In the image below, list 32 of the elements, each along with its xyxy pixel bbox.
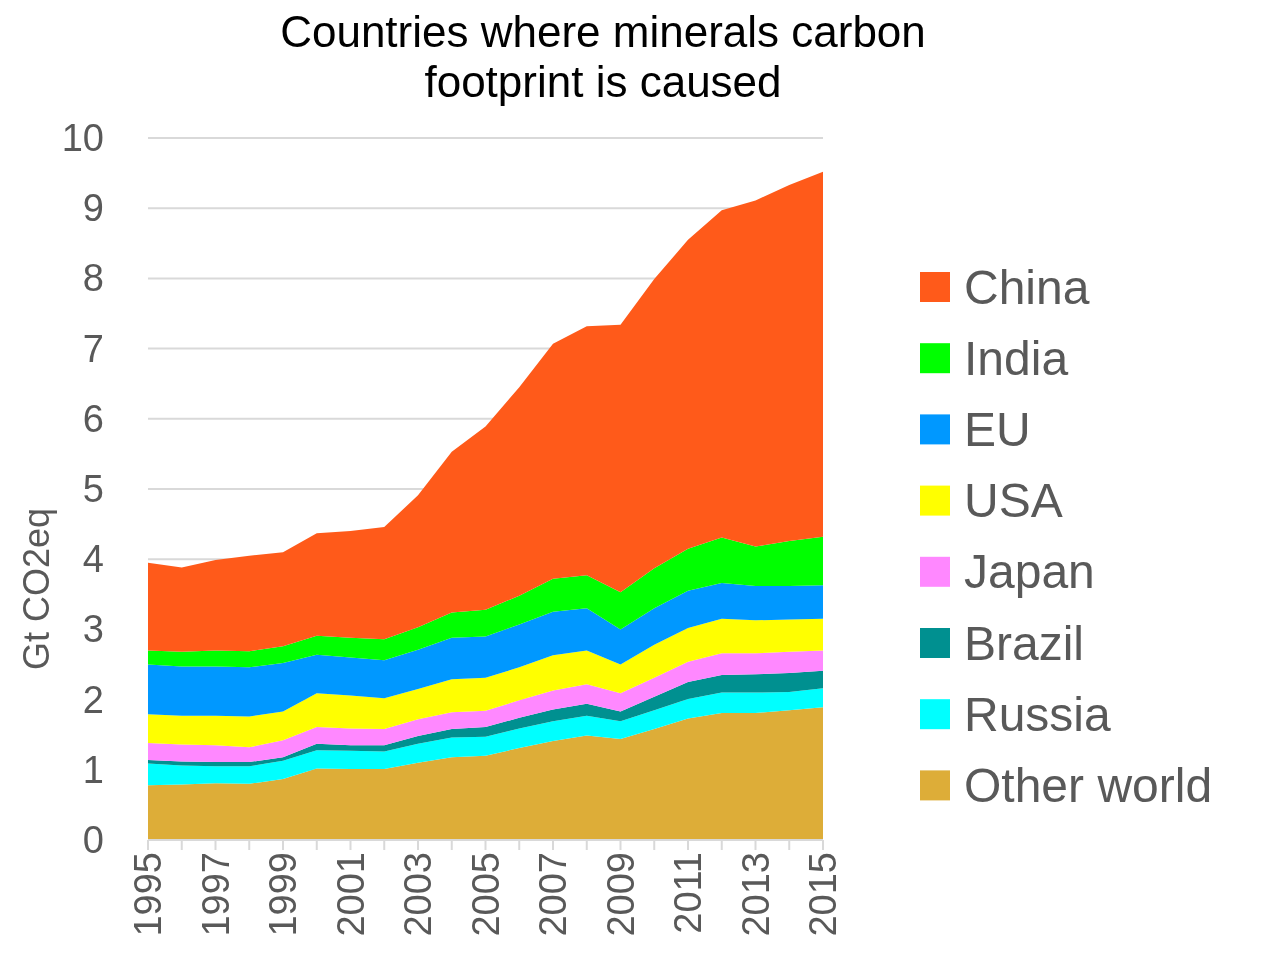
legend-label: India bbox=[964, 331, 1069, 385]
y-axis-title: Gt CO2eq bbox=[15, 507, 57, 671]
chart-title: Countries where minerals carbon footprint is caused bbox=[280, 7, 926, 106]
legend-label: Russia bbox=[964, 687, 1112, 741]
x-tick-label: 2005 bbox=[464, 852, 507, 937]
y-tick-label: 2 bbox=[82, 678, 104, 721]
x-tick-label: 2011 bbox=[667, 852, 709, 934]
x-tick-label: 2015 bbox=[802, 852, 844, 937]
y-tick-label: 6 bbox=[82, 397, 104, 440]
y-tick-label: 4 bbox=[82, 538, 104, 581]
legend-label: Japan bbox=[964, 545, 1095, 599]
y-tick-label: 5 bbox=[82, 468, 104, 510]
x-tick-label: 2013 bbox=[734, 852, 777, 937]
y-tick-label: 8 bbox=[82, 257, 104, 300]
x-tick-label: 1995 bbox=[127, 852, 169, 937]
legend-label: China bbox=[964, 260, 1090, 314]
legend-label: Other world bbox=[964, 758, 1213, 812]
x-tick-label: 2003 bbox=[397, 852, 439, 937]
legend-label: EU bbox=[964, 402, 1031, 456]
x-tick-label: 1999 bbox=[262, 852, 304, 937]
legend-label: USA bbox=[964, 474, 1063, 528]
y-tick-label: 1 bbox=[82, 748, 104, 791]
y-tick-label: 9 bbox=[82, 187, 104, 230]
legend-label: Brazil bbox=[964, 616, 1085, 670]
y-tick-label: 3 bbox=[82, 608, 104, 651]
x-tick-label: 2009 bbox=[599, 852, 642, 937]
x-tick-label: 1997 bbox=[194, 852, 237, 937]
x-tick-label: 2001 bbox=[329, 852, 372, 937]
y-tick-label: 0 bbox=[82, 819, 104, 861]
y-tick-label: 10 bbox=[61, 117, 104, 159]
y-tick-label: 7 bbox=[82, 327, 104, 370]
x-tick-label: 2007 bbox=[532, 852, 574, 937]
